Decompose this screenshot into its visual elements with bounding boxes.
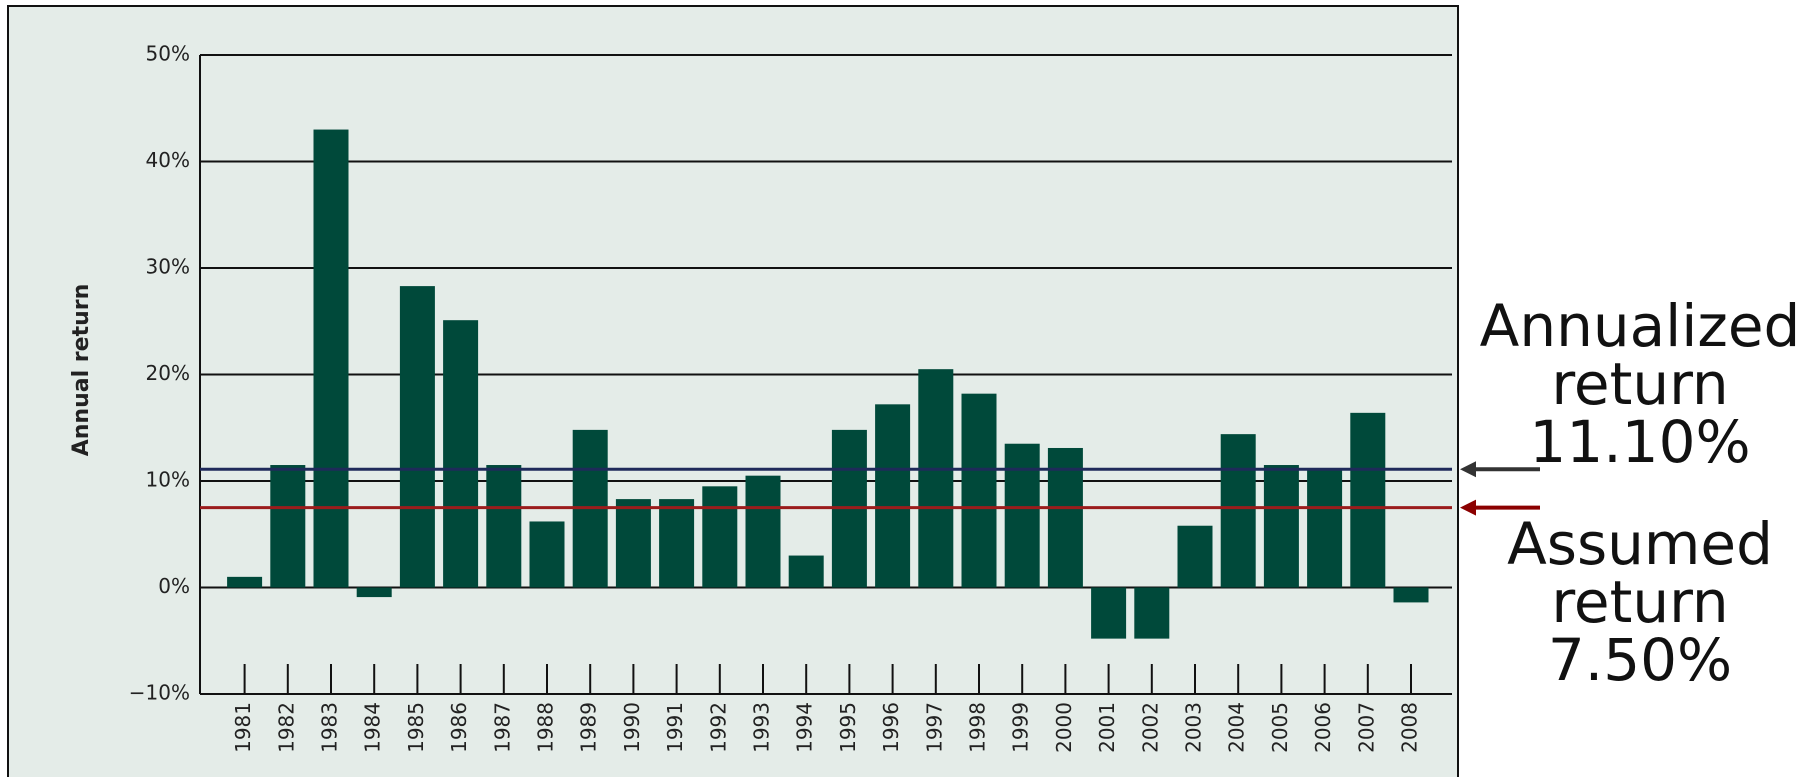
bar — [1004, 443, 1040, 588]
annotation-text: Assumed — [1507, 510, 1773, 578]
bar — [356, 587, 392, 598]
x-tick-label: 1998 — [966, 702, 990, 753]
bar — [529, 521, 565, 588]
chart-frame — [7, 5, 1459, 777]
bar — [443, 320, 479, 588]
bar — [1134, 587, 1170, 639]
y-tick-label: 50% — [146, 42, 190, 66]
bar — [788, 555, 824, 588]
bar — [313, 129, 349, 588]
bar — [1177, 525, 1213, 588]
bar — [745, 475, 781, 588]
x-tick-label: 1983 — [318, 702, 342, 753]
x-tick-label: 2004 — [1225, 702, 1249, 753]
bar — [615, 499, 651, 588]
bar — [1350, 412, 1386, 588]
annotation-text: 11.10% — [1529, 408, 1750, 476]
annotation-text: Annualized — [1480, 292, 1801, 360]
x-tick-label: 1985 — [404, 702, 428, 753]
y-tick-label: 20% — [146, 361, 190, 385]
annotation-text: return — [1551, 568, 1728, 636]
x-tick-label: 2001 — [1095, 702, 1119, 753]
x-tick-label: 1987 — [490, 702, 514, 753]
y-tick-label: 40% — [146, 148, 190, 172]
annotation-text: return — [1551, 350, 1728, 418]
x-tick-label: 1991 — [663, 702, 687, 753]
x-tick-label: 1994 — [793, 702, 817, 753]
x-tick-label: 1995 — [836, 702, 860, 753]
bar — [1263, 465, 1299, 588]
x-tick-label: 1984 — [361, 702, 385, 753]
annotation-arrowhead — [1460, 499, 1476, 516]
bar — [399, 286, 435, 588]
y-tick-label: 30% — [146, 255, 190, 279]
bar — [1307, 470, 1343, 588]
y-tick-label: 0% — [158, 574, 190, 598]
y-tick-label: −10% — [129, 681, 190, 705]
x-tick-label: 1990 — [620, 702, 644, 753]
x-tick-label: 2002 — [1138, 702, 1162, 753]
x-tick-label: 1981 — [231, 702, 255, 753]
x-tick-label: 1989 — [577, 702, 601, 753]
x-tick-label: 1992 — [706, 702, 730, 753]
x-tick-label: 2000 — [1052, 702, 1076, 753]
bar — [659, 499, 695, 588]
x-tick-label: 1993 — [750, 702, 774, 753]
x-tick-label: 1986 — [447, 702, 471, 753]
x-tick-label: 1988 — [534, 702, 558, 753]
x-tick-label: 1997 — [922, 702, 946, 753]
x-tick-label: 2006 — [1311, 702, 1335, 753]
bar — [227, 576, 263, 588]
bar — [702, 486, 738, 588]
bar — [1393, 587, 1429, 603]
bar — [1091, 587, 1127, 639]
x-tick-label: 1982 — [274, 702, 298, 753]
x-tick-label: 1999 — [1009, 702, 1033, 753]
x-tick-label: 2007 — [1354, 702, 1378, 753]
x-tick-label: 2005 — [1268, 702, 1292, 753]
bar — [270, 465, 306, 588]
x-tick-label: 2003 — [1182, 702, 1206, 753]
y-axis-label: Annual return — [69, 284, 94, 457]
y-tick-label: 10% — [146, 468, 190, 492]
bar — [875, 404, 911, 588]
annotation-text: 7.50% — [1548, 626, 1732, 694]
x-tick-label: 2008 — [1398, 702, 1422, 753]
bar — [486, 465, 522, 588]
bar — [1047, 447, 1083, 588]
bar — [918, 369, 954, 588]
annotation-arrowhead — [1460, 461, 1476, 478]
bar — [1220, 434, 1256, 588]
bar — [961, 393, 997, 588]
x-tick-label: 1996 — [879, 702, 903, 753]
